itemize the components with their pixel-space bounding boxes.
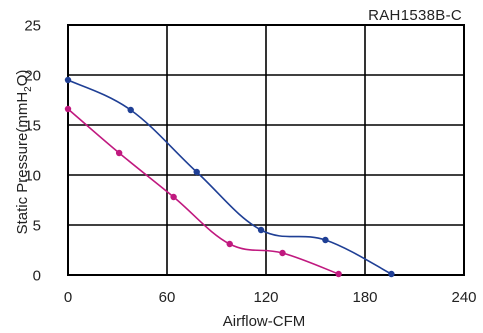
series-2-point — [115, 149, 123, 157]
series-1-point — [193, 168, 200, 176]
series-2-point — [279, 249, 286, 257]
series-2-point — [170, 193, 177, 201]
series-1-point — [64, 76, 72, 84]
y-axis-title: Static Pressure(mmH2O) — [14, 70, 34, 235]
y-axis-title-main: Static Pressure(mmH — [14, 92, 31, 235]
tick-labels: 0 60 120 180 240 0 5 10 15 20 25 — [24, 18, 476, 307]
y-tick-label: 0 — [33, 268, 41, 285]
series-2-point — [64, 105, 72, 113]
series-layer — [64, 76, 395, 278]
y-axis-title-subscript: 2 — [23, 86, 34, 92]
series-1-line — [67, 79, 392, 275]
series-1-point — [257, 226, 265, 234]
series-1-point — [322, 236, 329, 244]
series-2-point — [335, 270, 342, 278]
series-1-point — [127, 106, 134, 114]
x-tick-label: 60 — [159, 289, 176, 306]
y-tick-label: 20 — [24, 68, 41, 85]
y-tick-label: 10 — [24, 168, 41, 185]
y-tick-label: 25 — [24, 18, 41, 35]
y-axis-title-end: O) — [14, 70, 31, 87]
x-tick-label: 180 — [352, 289, 377, 306]
grid — [67, 24, 465, 276]
x-tick-label: 0 — [64, 289, 72, 306]
y-tick-label: 5 — [33, 218, 41, 235]
x-axis-title: Airflow-CFM — [223, 313, 306, 330]
series-2-line — [67, 108, 339, 275]
x-tick-label: 240 — [451, 289, 476, 306]
x-tick-label: 120 — [253, 289, 278, 306]
plot-frame — [67, 24, 465, 276]
chart-title: RAH1538B-C — [368, 7, 462, 24]
y-tick-label: 15 — [24, 118, 41, 135]
series-2-point — [226, 240, 233, 248]
series-1-point — [388, 270, 395, 278]
